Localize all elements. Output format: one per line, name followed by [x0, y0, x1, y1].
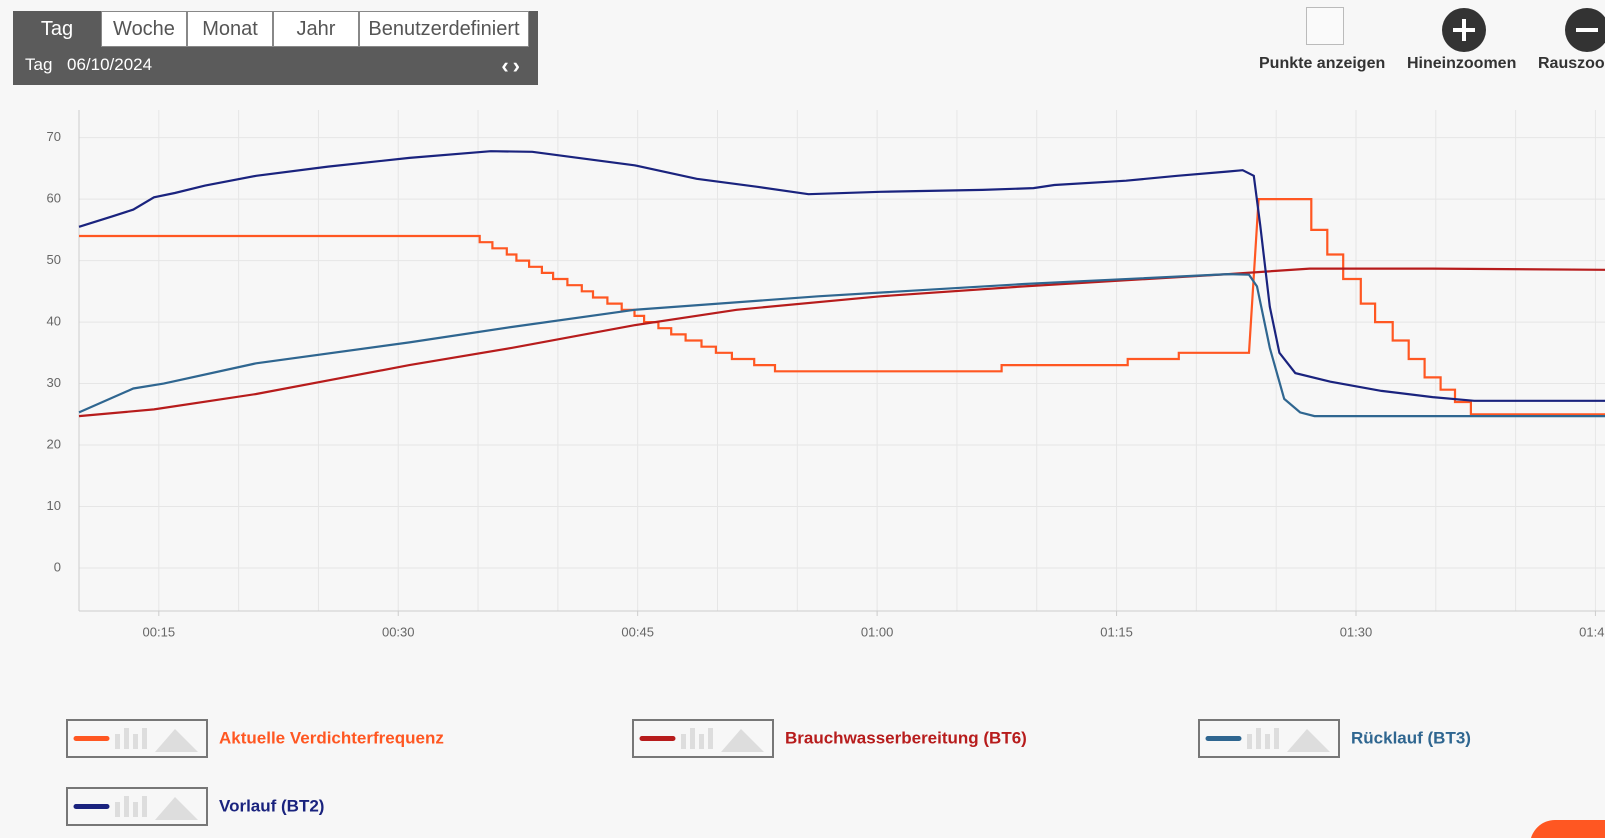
y-tick-label: 60 [47, 191, 61, 206]
series-line [78, 267, 1605, 418]
legend-icon [133, 734, 138, 749]
legend-icon [681, 734, 686, 749]
y-tick-label: 40 [47, 314, 61, 329]
y-tick-label: 0 [54, 559, 61, 574]
x-tick-label: 01:45 [1579, 624, 1605, 639]
x-tick-label: 01:00 [861, 624, 894, 639]
zoom-out-label[interactable]: Rauszoomen [1538, 55, 1605, 72]
legend-icon [124, 728, 129, 749]
legend-icon [690, 728, 695, 749]
legend-icon [124, 796, 129, 817]
legend-icon [142, 796, 147, 817]
y-tick-label: 70 [47, 129, 61, 144]
series-line [78, 272, 1605, 418]
x-tick-label: 00:15 [143, 624, 176, 639]
zoom-out-icon[interactable] [1564, 7, 1605, 53]
x-tick-label: 00:30 [382, 624, 415, 639]
action-button[interactable] [1530, 820, 1605, 838]
legend-label: Brauchwasserbereitung (BT6) [785, 728, 1027, 747]
legend-icon [115, 734, 120, 749]
y-tick-label: 20 [47, 436, 61, 451]
points-label[interactable]: Punkte anzeigen [1259, 55, 1386, 72]
legend-icon [1265, 734, 1270, 749]
period-label: Tag [25, 55, 53, 74]
legend-icon [708, 728, 713, 749]
y-tick-label: 10 [47, 498, 61, 513]
tab[interactable]: Woche [101, 11, 187, 47]
x-tick-label: 00:45 [621, 624, 654, 639]
x-tick-label: 01:30 [1340, 624, 1373, 639]
x-tick-label: 01:15 [1100, 624, 1133, 639]
tab[interactable]: Monat [187, 11, 273, 47]
legend-icon [155, 729, 198, 752]
series-line [78, 150, 1605, 402]
legend-icon [142, 728, 147, 749]
tab[interactable]: Jahr [273, 11, 359, 47]
toolbar: Tag Woche Monat Jahr Benutzerdefiniert Tag 0… [13, 11, 538, 85]
series-line [79, 198, 1605, 416]
points-checkbox[interactable] [1306, 7, 1344, 45]
legend-icon [155, 797, 198, 820]
legend-icon [1274, 728, 1279, 749]
date-nav[interactable]: ‹› [501, 53, 524, 78]
legend-label: Aktuelle Verdichterfrequenz [219, 728, 444, 747]
tab[interactable]: Tag [13, 11, 101, 47]
tab[interactable]: Benutzerdefiniert [359, 11, 529, 47]
legend-icon [699, 734, 704, 749]
y-tick-label: 30 [47, 375, 61, 390]
legend-icon [1247, 734, 1252, 749]
y-tick-label: 50 [47, 252, 61, 267]
legend-label: Rücklauf (BT3) [1351, 728, 1471, 747]
zoom-in-icon[interactable] [1441, 7, 1487, 53]
zoom-in-label[interactable]: Hineinzoomen [1407, 55, 1517, 72]
legend-icon [133, 802, 138, 817]
tabs: Tag Woche Monat Jahr Benutzerdefiniert [13, 11, 538, 47]
legend-icon [1256, 728, 1261, 749]
legend-icon [1287, 729, 1330, 752]
legend-label: Vorlauf (BT2) [219, 796, 324, 815]
legend-icon [115, 802, 120, 817]
legend-icon [721, 729, 764, 752]
date: 06/10/2024 [67, 55, 153, 74]
